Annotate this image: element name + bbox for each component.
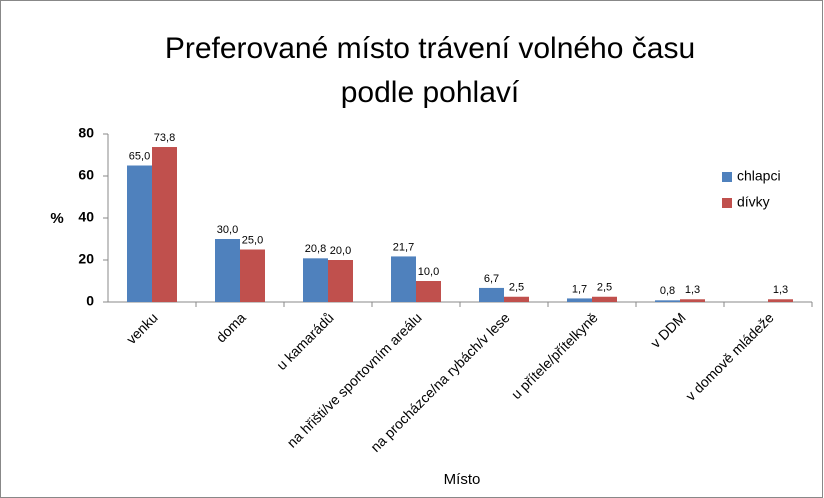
value-label: 1,3 bbox=[685, 284, 700, 296]
bar bbox=[416, 281, 441, 302]
bar bbox=[768, 299, 793, 302]
value-label: 0,8 bbox=[660, 285, 675, 297]
bar bbox=[504, 296, 529, 302]
y-tick-label: 40 bbox=[78, 209, 94, 225]
bar bbox=[240, 249, 265, 302]
value-label: 30,0 bbox=[217, 224, 238, 236]
y-tick-label: 20 bbox=[78, 251, 94, 267]
y-axis-label: % bbox=[50, 210, 63, 227]
bar bbox=[391, 256, 416, 302]
bar bbox=[680, 299, 705, 302]
y-tick-label: 0 bbox=[86, 293, 94, 309]
bar bbox=[215, 239, 240, 302]
x-axis-label: Místo bbox=[444, 471, 481, 488]
legend-label: chlapci bbox=[737, 168, 781, 184]
value-label: 10,0 bbox=[418, 266, 439, 278]
value-label: 6,7 bbox=[484, 273, 499, 285]
value-label: 1,7 bbox=[572, 283, 587, 295]
y-tick-label: 80 bbox=[78, 125, 94, 141]
value-label: 1,3 bbox=[773, 284, 788, 296]
value-label: 2,5 bbox=[597, 282, 612, 294]
value-label: 2,5 bbox=[509, 282, 524, 294]
value-label: 25,0 bbox=[242, 234, 263, 246]
bar bbox=[479, 287, 504, 302]
y-tick-label: 60 bbox=[78, 167, 94, 183]
legend-swatch bbox=[722, 172, 732, 182]
legend-swatch bbox=[722, 198, 732, 208]
bar bbox=[655, 300, 680, 302]
value-label: 20,0 bbox=[330, 245, 351, 257]
bar bbox=[567, 298, 592, 302]
bar bbox=[152, 147, 177, 302]
value-label: 65,0 bbox=[129, 150, 150, 162]
value-label: 73,8 bbox=[154, 132, 175, 144]
bar bbox=[303, 258, 328, 302]
bar bbox=[127, 165, 152, 302]
bar bbox=[592, 296, 617, 302]
value-label: 20,8 bbox=[305, 243, 326, 255]
bar bbox=[328, 260, 353, 302]
value-label: 21,7 bbox=[393, 241, 414, 253]
legend-label: dívky bbox=[737, 194, 770, 210]
chart-title: Preferované místo trávení volného času bbox=[165, 32, 695, 65]
chart-title: podle pohlaví bbox=[341, 76, 520, 109]
